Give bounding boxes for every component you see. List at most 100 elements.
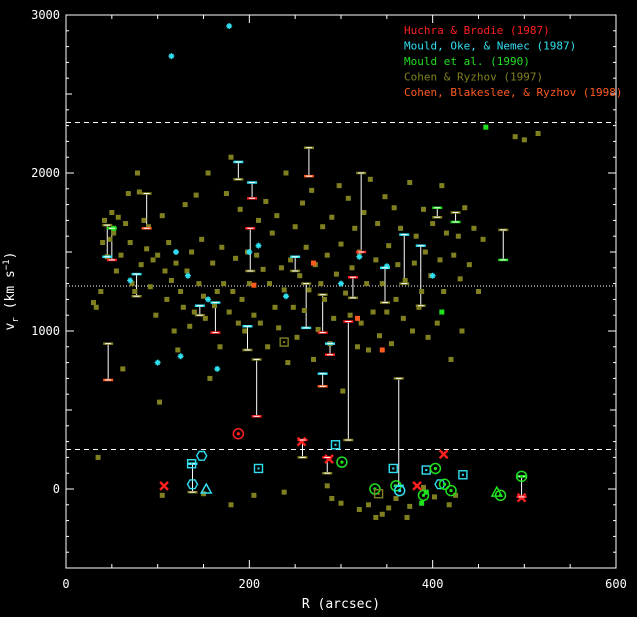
legend: Huchra & Brodie (1987) Mould, Oke, & Neme… bbox=[404, 24, 623, 99]
cohen-ryzhov-point bbox=[155, 252, 161, 258]
cohen-ryzhov-point bbox=[480, 236, 486, 242]
open-circle-marker bbox=[438, 478, 451, 491]
open-circle-center bbox=[519, 474, 524, 478]
cohen-ryzhov-point bbox=[237, 206, 243, 212]
cohen-ryzhov-point bbox=[189, 249, 195, 255]
cohen-ryzhov-point bbox=[421, 484, 426, 490]
cohen-ryzhov-point bbox=[455, 233, 461, 239]
cohen-ryzhov-point bbox=[93, 304, 99, 310]
cohen-ryzhov-point bbox=[419, 289, 425, 294]
open-square-center bbox=[392, 467, 395, 470]
cohen-ryzhov-point bbox=[476, 289, 481, 294]
cohen-ryzhov-point bbox=[388, 341, 394, 347]
cohen-ryzhov-point bbox=[367, 176, 373, 182]
cohen-ryzhov-point bbox=[166, 240, 172, 246]
y-axis-symbol: v bbox=[3, 322, 18, 330]
open-hexagon-marker bbox=[186, 479, 199, 490]
open-circle-marker bbox=[232, 427, 245, 440]
cohen-ryzhov-point bbox=[309, 187, 315, 193]
cohen-ryzhov-point bbox=[413, 233, 419, 239]
cohen-ryzhov-point bbox=[141, 217, 147, 223]
cohen-ryzhov-point bbox=[212, 303, 217, 309]
cohen-ryzhov-point bbox=[263, 198, 269, 204]
open-circle-center bbox=[433, 466, 438, 471]
cohen-ryzhov-point bbox=[466, 262, 472, 268]
cohen-ryzhov-point bbox=[512, 134, 518, 140]
cohen-ryzhov-point bbox=[301, 307, 307, 313]
cohen-ryzhov-point bbox=[147, 284, 153, 290]
mould-1990-point bbox=[419, 500, 425, 506]
cohen-ryzhov-point bbox=[98, 289, 104, 294]
open-square-center bbox=[334, 443, 337, 446]
cohen-ryzhov-point bbox=[407, 179, 413, 185]
cohen-ryzhov-point bbox=[138, 262, 144, 268]
cohen-ryzhov-point bbox=[411, 260, 417, 266]
open-circle-marker bbox=[336, 456, 348, 468]
open-circle-center bbox=[398, 488, 402, 493]
cohen-ryzhov-point bbox=[246, 281, 252, 287]
cohen-ryzhov-point bbox=[260, 266, 266, 272]
cohen-ryzhov-point bbox=[379, 511, 385, 517]
mould-1990-point bbox=[423, 489, 429, 495]
open-circle-marker bbox=[417, 489, 430, 502]
mould-oke-nemec-point bbox=[214, 365, 221, 372]
cohen-ryzhov-point bbox=[221, 281, 227, 287]
cohen-ryzhov-point bbox=[91, 300, 96, 306]
open-circle-marker bbox=[494, 489, 507, 502]
cohen-ryzhov-point bbox=[196, 281, 202, 287]
cohen-ryzhov-point bbox=[535, 131, 541, 136]
mould-oke-nemec-point bbox=[154, 359, 161, 366]
cohen-ryzhov-point bbox=[437, 257, 443, 263]
mould-oke-nemec-point bbox=[246, 249, 253, 255]
huchra-brodie-point bbox=[438, 449, 449, 460]
x-tick-label: 400 bbox=[422, 577, 444, 591]
cohen-ryzhov-point bbox=[393, 296, 399, 302]
open-square-center bbox=[190, 462, 193, 465]
cohen-ryzhov-point bbox=[324, 483, 330, 489]
open-triangle-marker bbox=[490, 485, 504, 497]
cohen-ryzhov-point bbox=[281, 287, 287, 293]
cohen-ryzhov-point bbox=[446, 502, 452, 508]
cohen-ryzhov-point bbox=[202, 315, 208, 321]
mould-oke-nemec-point bbox=[173, 249, 179, 255]
cohen-ryzhov-point bbox=[322, 296, 327, 302]
x-tick-label: 600 bbox=[605, 577, 627, 591]
cohen-ryzhov-point bbox=[521, 137, 527, 143]
cohen-ryzhov-point bbox=[123, 221, 129, 227]
huchra-brodie-point bbox=[412, 480, 422, 491]
cohen-ryzhov-point bbox=[242, 328, 248, 334]
cohen-ryzhov-point bbox=[290, 304, 296, 310]
cohen-ryzhov-point bbox=[416, 304, 422, 310]
cohen-ryzhov-point bbox=[257, 320, 263, 326]
cohen-ryzhov-point bbox=[333, 271, 339, 277]
open-square-marker bbox=[373, 489, 384, 499]
cohen-ryzhov-point bbox=[439, 183, 445, 189]
cohen-ryzhov-point bbox=[379, 281, 385, 287]
cohen-ryzhov-point bbox=[324, 252, 330, 258]
mould-oke-nemec-point bbox=[429, 272, 436, 279]
cohen-ryzhov-point bbox=[159, 492, 165, 498]
cohen-ryzhov-point bbox=[210, 260, 216, 266]
cohen-ryzhov-point bbox=[441, 289, 447, 294]
open-square-center bbox=[425, 469, 428, 472]
cohen-ryzhov-point bbox=[272, 304, 278, 310]
cohen-ryzhov-point bbox=[395, 262, 401, 268]
cohen-ryzhov-point bbox=[300, 200, 305, 206]
cohen-ryzhov-point bbox=[184, 268, 190, 274]
cohen-ryzhov-point bbox=[193, 192, 199, 198]
cohen-ryzhov-point bbox=[288, 257, 294, 263]
y-tick-label: 2000 bbox=[31, 166, 60, 180]
cohen-ryzhov-point bbox=[421, 206, 426, 212]
cohen-ryzhov-point bbox=[355, 344, 360, 350]
cohen-ryzhov-point bbox=[340, 388, 346, 394]
cohen-ryzhov-point bbox=[256, 217, 261, 223]
cohen-ryzhov-point bbox=[430, 221, 436, 227]
cohen-ryzhov-point bbox=[386, 243, 392, 249]
cohen-ryzhov-point bbox=[254, 252, 260, 258]
cohen-ryzhov-point bbox=[329, 495, 335, 501]
cohen-ryzhov-point bbox=[318, 281, 324, 287]
y-axis-subscript: r bbox=[11, 317, 21, 323]
y-tick-label: 3000 bbox=[31, 8, 60, 22]
cohen-ryzhov-point bbox=[199, 236, 205, 242]
